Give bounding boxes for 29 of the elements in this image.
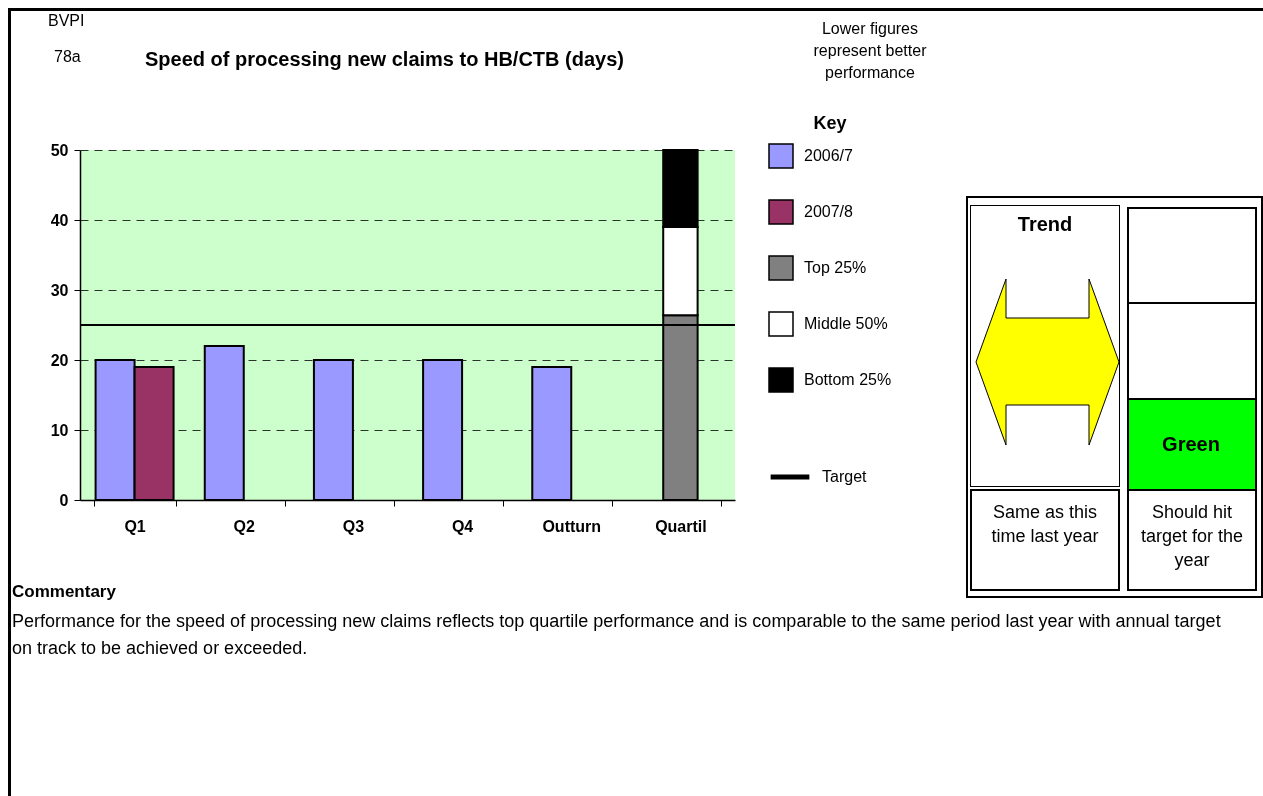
legend-label: Bottom 25% [804,371,892,388]
chart-title: Speed of processing new claims to HB/CTB (days) [145,48,624,71]
legend-label: Middle 50% [804,315,888,332]
text: Performance for the speed of processing new claims reflects top quartile performance and is comparable to the same period last year with annual target on track to be achieved or exceeded. [12,610,1222,660]
text: Green [1161,433,1221,456]
y-tick-label: 20 [50,351,69,369]
legend-label: Top 25% [804,259,867,276]
y-tick-label: 50 [50,141,69,159]
text: Lower figures represent better performance [812,19,928,83]
legend-title: Key [813,113,847,133]
y-tick-label: 0 [59,491,69,509]
x-tick-label: Outturn [542,517,602,535]
x-tick-label: Q3 [342,517,365,535]
text: BVPI [48,12,85,30]
y-tick-label: 30 [50,281,69,299]
y-tick-label: 40 [50,211,69,229]
text: Should hit target for the year [1139,501,1245,572]
text: 78a [54,48,81,66]
legend-label: 2007/8 [804,203,854,220]
x-tick-label: Q2 [233,517,256,535]
x-tick-label: Q1 [124,517,146,535]
text: Same as this time last year [990,501,1100,548]
y-tick-label: 10 [50,421,69,439]
x-tick-label: Quartil [655,517,707,535]
legend-label: 2006/7 [804,147,854,164]
text: Trend [1016,213,1074,236]
x-tick-label: Q4 [451,517,474,535]
legend-label: Target [822,468,868,485]
text: Commentary [12,582,116,602]
